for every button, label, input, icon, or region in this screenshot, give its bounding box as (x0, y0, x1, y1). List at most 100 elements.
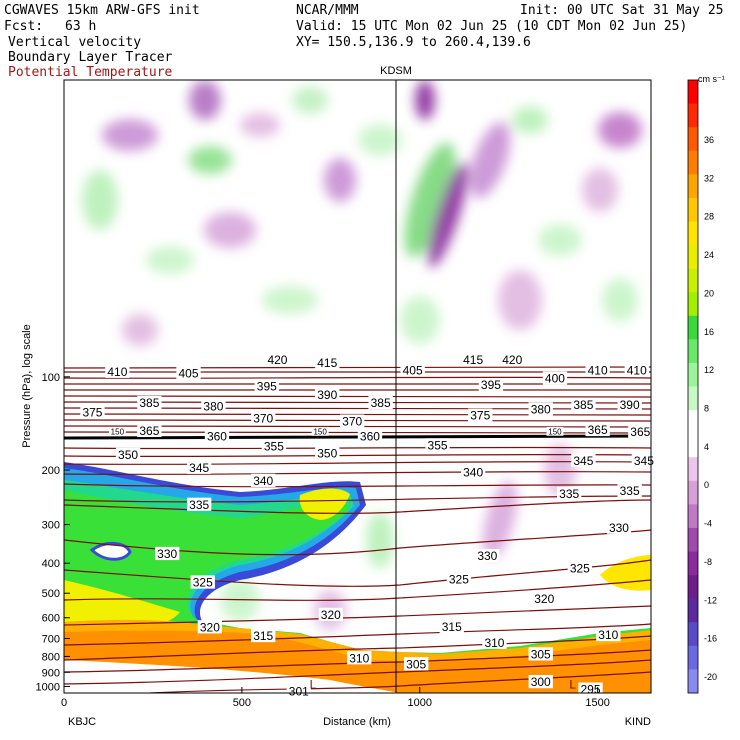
theta-label-bg (460, 353, 486, 367)
model-title: CGWAVES 15km ARW-GFS init (4, 3, 200, 18)
forecast-hour: 63 h (65, 19, 97, 34)
theta-label-bg (286, 684, 311, 698)
colorbar-swatch (688, 551, 698, 576)
theta-label: 415 (317, 356, 337, 370)
theta-label-bg (542, 371, 568, 385)
theta-label-bg (528, 402, 553, 416)
colorbar-swatch (688, 268, 698, 293)
theta-label: 335 (559, 487, 579, 501)
theta-label-bg (190, 575, 215, 589)
y-tick-label: 500 (42, 588, 60, 600)
theta-label-bg (404, 657, 429, 671)
theta-label-bg (254, 379, 279, 393)
theta-label: 325 (449, 573, 469, 587)
theta-label: 310 (349, 651, 369, 665)
theta-label: 320 (534, 592, 554, 606)
right-endpoint-label: KIND (625, 716, 651, 728)
theta-label: 365 (630, 425, 650, 439)
colorbar-swatch (688, 386, 698, 411)
x-tick-label: 0 (61, 697, 67, 709)
theta-label: 335 (620, 484, 640, 498)
colorbar-swatch (688, 127, 698, 152)
theta-label: 330 (477, 549, 497, 563)
theta-label-bg (482, 635, 507, 649)
theta-label: 301 (289, 685, 309, 699)
theta-label-bg (137, 423, 162, 438)
colorbar-swatch (688, 457, 698, 482)
colorbar-label: 8 (704, 404, 709, 414)
theta-label-bg (347, 651, 372, 665)
theta-label-bg (425, 438, 450, 452)
theta-label: 325 (193, 576, 213, 590)
theta-label: 385 (371, 396, 391, 410)
colorbar-swatch (688, 480, 698, 505)
theta-label-bg (468, 408, 493, 422)
theta-label: 380 (531, 403, 551, 417)
init-time: Init: 00 UTC Sat 31 May 25 (520, 3, 724, 18)
tropopause-line (63, 434, 652, 440)
y-tick-label: 300 (42, 520, 60, 532)
colorbar-swatch (688, 339, 698, 364)
theta-label-bg (478, 378, 504, 392)
theta-label: 405 (178, 366, 198, 380)
theta-label-bg (187, 460, 212, 474)
theta-label: 335 (189, 498, 209, 512)
theta-label-bg (137, 395, 162, 410)
theta-label: 395 (481, 378, 501, 392)
theta-label-bg (105, 364, 130, 378)
tropopause-label: 150 (313, 427, 327, 436)
colorbar-label: 20 (704, 288, 714, 298)
y-tick-label: 700 (42, 633, 60, 645)
theta-label: 310 (598, 628, 618, 642)
tropopause-label-bg (311, 426, 329, 436)
colorbar-label: 0 (704, 480, 709, 490)
colorbar-labels: 36 32 28 24 20 16 12 8 4 0 -4 -8 -12 -16 -20 (704, 135, 717, 682)
x-axis-label: Distance (km) (323, 716, 391, 728)
colorbar-swatch (688, 645, 698, 670)
theta-label: 405 (403, 363, 423, 377)
colorbar-swatch (688, 315, 698, 340)
theta-label-bg (606, 520, 632, 534)
theta-label: 360 (360, 429, 380, 443)
theta-label-bg (617, 483, 642, 498)
theta-label-bg (585, 422, 610, 437)
theta-label-bg (567, 561, 593, 575)
x-tick-label: 1500 (585, 697, 609, 709)
theta-label-bg (315, 356, 340, 370)
theta-label: 390 (317, 388, 337, 402)
colorbar-label: 24 (704, 250, 714, 260)
field-potential-temperature: Potential Temperature (8, 65, 173, 80)
y-tick-label: 900 (42, 667, 60, 679)
theta-label-bg (585, 363, 610, 377)
theta-label: 355 (428, 439, 448, 453)
theta-label: 420 (267, 353, 287, 367)
theta-label: 385 (573, 398, 593, 412)
theta-label-bg (251, 411, 276, 425)
field-vertical-velocity: Vertical velocity (8, 35, 142, 50)
theta-label-bg (631, 453, 657, 467)
theta-label: 320 (200, 620, 220, 634)
colorbar-label: -8 (704, 557, 712, 567)
tropopause-label: 150 (111, 427, 125, 436)
y-tick-label: 1000 (36, 681, 60, 693)
theta-label: 315 (442, 620, 462, 634)
colorbar-unit: cm s⁻¹ (698, 74, 725, 84)
colorbar-swatch (688, 80, 698, 105)
theta-label: 345 (634, 454, 654, 468)
theta-label-bg (315, 446, 340, 460)
colorbar-label: 16 (704, 327, 714, 337)
theta-label: 395 (257, 379, 277, 393)
colorbar-swatch (688, 622, 698, 647)
x-axis-ticks: 0 500 1000 1500 (61, 687, 610, 709)
tropopause-label-bg (108, 426, 126, 436)
colorbar-swatch (688, 221, 698, 246)
low-marker: L (310, 677, 317, 691)
theta-label-bg (571, 398, 596, 412)
colorbar-swatch (688, 150, 698, 175)
theta-label-bg (155, 546, 180, 561)
theta-label: 330 (157, 547, 177, 561)
theta-label: 305 (406, 657, 426, 671)
theta-label: 355 (264, 439, 284, 453)
theta-label: 400 (545, 372, 565, 386)
theta-label-bg (596, 627, 621, 642)
